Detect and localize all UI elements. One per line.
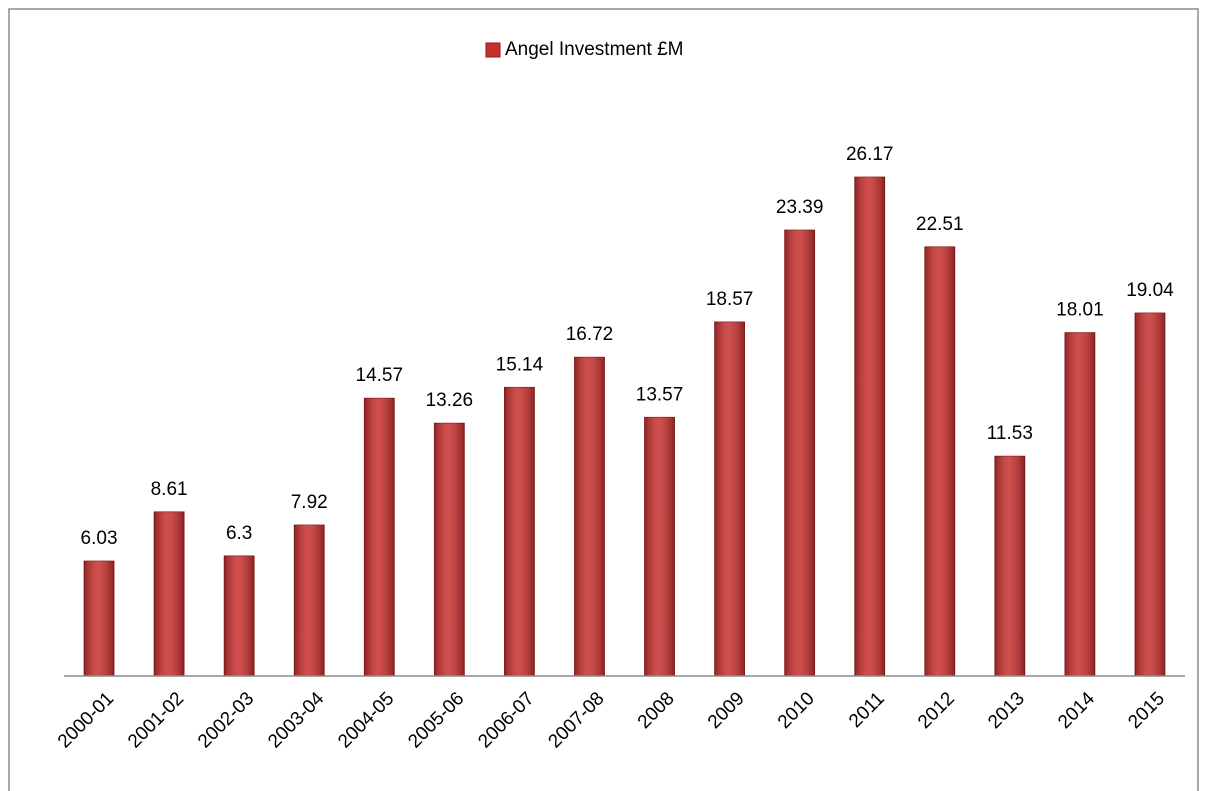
data-label: 8.61 (151, 479, 188, 500)
bar (223, 555, 255, 677)
bar (83, 560, 115, 677)
data-label: 19.04 (1126, 280, 1174, 301)
bar (924, 246, 956, 677)
bar (504, 386, 535, 677)
data-label: 6.3 (226, 523, 252, 544)
bar (1064, 332, 1096, 677)
bar (644, 416, 675, 677)
bar (363, 397, 395, 677)
data-label: 23.39 (776, 197, 824, 218)
legend-label: Angel Investment £M (505, 39, 683, 60)
data-label: 18.01 (1056, 300, 1104, 321)
bar (153, 511, 185, 677)
data-label: 15.14 (496, 354, 544, 375)
bar (574, 356, 605, 677)
legend-swatch (485, 42, 501, 58)
bar (994, 455, 1026, 677)
data-label: 14.57 (356, 365, 404, 386)
data-label: 22.51 (916, 214, 964, 235)
data-label: 11.53 (987, 423, 1033, 444)
bar (714, 321, 745, 677)
data-label: 7.92 (291, 492, 328, 513)
bar (433, 422, 465, 677)
bar (293, 524, 325, 677)
bar (1134, 312, 1166, 677)
data-label: 6.03 (81, 528, 118, 549)
data-label: 26.17 (846, 144, 894, 165)
bar (784, 229, 816, 677)
data-label: 18.57 (706, 289, 754, 310)
data-label: 16.72 (566, 324, 614, 345)
bar (854, 176, 886, 677)
data-label: 13.57 (636, 384, 684, 405)
data-label: 13.26 (426, 390, 474, 411)
